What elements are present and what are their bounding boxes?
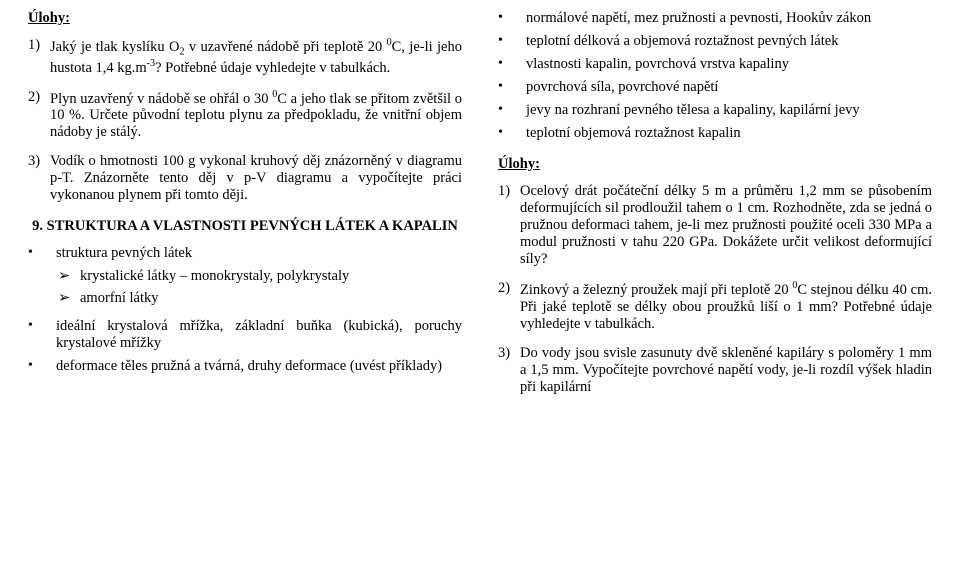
- item-text: Vodík o hmotnosti 100 g vykonal kruhový …: [50, 153, 462, 204]
- item-number: 3): [28, 153, 50, 204]
- item-number: 3): [498, 345, 520, 396]
- item-text: Jaký je tlak kyslíku O2 v uzavřené nádob…: [50, 37, 462, 77]
- bullet-text: povrchová síla, povrchové napětí: [526, 79, 932, 96]
- list-item: 2) Zinkový a železný proužek mají při te…: [498, 280, 932, 333]
- bullet-text: teplotní délková a objemová roztažnost p…: [526, 33, 932, 50]
- item-text: Ocelový drát počáteční délky 5 m a průmě…: [520, 183, 932, 268]
- item-number: 1): [498, 183, 520, 268]
- list-item: 2) Plyn uzavřený v nádobě se ohřál o 30 …: [28, 89, 462, 142]
- list-item: • jevy na rozhraní pevného tělesa a kapa…: [498, 102, 932, 119]
- list-item: ➢ krystalické látky – monokrystaly, poly…: [56, 268, 462, 285]
- item-text: Plyn uzavřený v nádobě se ohřál o 30 0C …: [50, 89, 462, 142]
- list-item: 1) Ocelový drát počáteční délky 5 m a pr…: [498, 183, 932, 268]
- arrow-icon: ➢: [56, 290, 80, 307]
- right-column: • normálové napětí, mez pružnosti a pevn…: [498, 10, 932, 408]
- bullet-icon: •: [498, 10, 526, 26]
- right-bullet-list: • normálové napětí, mez pružnosti a pevn…: [498, 10, 932, 142]
- bullet-icon: •: [28, 358, 56, 374]
- item-text: Zinkový a železný proužek mají při teplo…: [520, 280, 932, 333]
- bullet-text: jevy na rozhraní pevného tělesa a kapali…: [526, 102, 932, 119]
- left-column: Úlohy: 1) Jaký je tlak kyslíku O2 v uzav…: [28, 10, 462, 408]
- bullet-icon: •: [498, 125, 526, 141]
- bullet-icon: •: [28, 245, 56, 261]
- sub-text: krystalické látky – monokrystaly, polykr…: [80, 268, 462, 285]
- sub-list: ➢ krystalické látky – monokrystaly, poly…: [56, 268, 462, 307]
- item-number: 1): [28, 37, 50, 77]
- right-task-list: 1) Ocelový drát počáteční délky 5 m a pr…: [498, 183, 932, 396]
- section-9-heading: 9. STRUKTURA A VLASTNOSTI PEVNÝCH LÁTEK …: [28, 218, 462, 235]
- item-number: 2): [28, 89, 50, 142]
- tasks-label-right: Úlohy:: [498, 156, 932, 173]
- bullet-text: ideální krystalová mřížka, základní buňk…: [56, 318, 462, 352]
- list-item: • teplotní délková a objemová roztažnost…: [498, 33, 932, 50]
- bullet-icon: •: [498, 102, 526, 118]
- bullet-icon: •: [498, 79, 526, 95]
- arrow-icon: ➢: [56, 268, 80, 285]
- bullet-icon: •: [498, 56, 526, 72]
- item-text: Do vody jsou svisle zasunuty dvě skleněn…: [520, 345, 932, 396]
- list-item: 1) Jaký je tlak kyslíku O2 v uzavřené ná…: [28, 37, 462, 77]
- sub-text: amorfní látky: [80, 290, 462, 307]
- list-item: 3) Vodík o hmotnosti 100 g vykonal kruho…: [28, 153, 462, 204]
- bullet-text: teplotní objemová roztažnost kapalin: [526, 125, 932, 142]
- list-item: • povrchová síla, povrchové napětí: [498, 79, 932, 96]
- left-bullet-list: • struktura pevných látek ➢ krystalické …: [28, 245, 462, 375]
- item-number: 2): [498, 280, 520, 333]
- bullet-icon: •: [28, 318, 56, 334]
- bullet-text: normálové napětí, mez pružnosti a pevnos…: [526, 10, 932, 27]
- tasks-label-left: Úlohy:: [28, 10, 462, 27]
- list-item: • teplotní objemová roztažnost kapalin: [498, 125, 932, 142]
- left-task-list: 1) Jaký je tlak kyslíku O2 v uzavřené ná…: [28, 37, 462, 204]
- bullet-icon: •: [498, 33, 526, 49]
- bullet-text: vlastnosti kapalin, povrchová vrstva kap…: [526, 56, 932, 73]
- list-item: • normálové napětí, mez pružnosti a pevn…: [498, 10, 932, 27]
- list-item: • vlastnosti kapalin, povrchová vrstva k…: [498, 56, 932, 73]
- list-item: ➢ amorfní látky: [56, 290, 462, 307]
- list-item: 3) Do vody jsou svisle zasunuty dvě skle…: [498, 345, 932, 396]
- bullet-text: struktura pevných látek ➢ krystalické lá…: [56, 245, 462, 312]
- list-item: • deformace těles pružná a tvárná, druhy…: [28, 358, 462, 375]
- list-item: • struktura pevných látek ➢ krystalické …: [28, 245, 462, 312]
- bullet-text: deformace těles pružná a tvárná, druhy d…: [56, 358, 462, 375]
- list-item: • ideální krystalová mřížka, základní bu…: [28, 318, 462, 352]
